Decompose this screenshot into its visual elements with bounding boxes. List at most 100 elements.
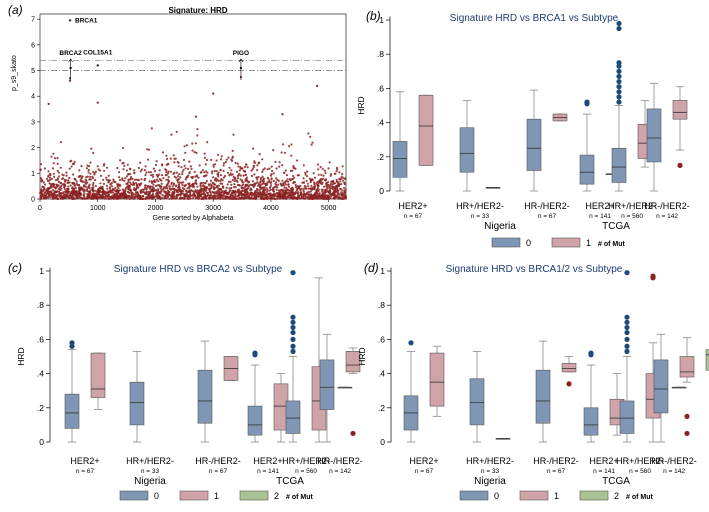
- data-point: [130, 183, 133, 186]
- data-point: [131, 177, 134, 180]
- data-point: [147, 158, 150, 161]
- data-point: [226, 196, 229, 199]
- data-point: [236, 188, 239, 192]
- x-tick-label: 4000: [263, 205, 279, 212]
- data-point: [337, 185, 341, 188]
- box-2: [705, 349, 709, 371]
- data-point: [74, 187, 77, 190]
- data-point: [241, 197, 244, 200]
- data-point: [165, 171, 168, 174]
- data-point: [262, 178, 265, 181]
- box: [345, 351, 361, 373]
- arrow-head: [68, 58, 73, 63]
- outlier-point: [290, 348, 296, 354]
- data-point: [215, 180, 218, 183]
- data-point: [260, 197, 263, 201]
- data-point: [340, 194, 343, 197]
- box-0: [319, 333, 335, 443]
- data-point: [214, 163, 217, 166]
- data-point: [105, 195, 108, 198]
- data-point: [278, 165, 281, 168]
- data-point: [266, 168, 269, 171]
- data-point: [322, 194, 325, 197]
- data-point: [102, 182, 105, 185]
- data-point: [282, 188, 285, 191]
- y-tick-label: 7: [31, 17, 35, 24]
- data-point: [99, 174, 103, 177]
- data-point: [323, 169, 326, 172]
- data-point: [201, 181, 205, 184]
- data-point: [190, 189, 193, 192]
- x-tick-label: 2000: [148, 205, 164, 212]
- data-point: [344, 188, 347, 191]
- data-point: [136, 192, 140, 195]
- data-point: [40, 178, 43, 181]
- data-point: [322, 177, 325, 180]
- data-point: [326, 194, 329, 197]
- data-point: [250, 197, 254, 200]
- data-point: [78, 169, 81, 172]
- data-point: [317, 173, 320, 176]
- data-point: [151, 197, 154, 200]
- data-point: [272, 190, 275, 193]
- data-point: [304, 173, 307, 176]
- data-point: [125, 175, 129, 178]
- data-point: [227, 193, 230, 196]
- outlier-point: [290, 324, 296, 331]
- outlier-point: [566, 381, 572, 387]
- data-point: [96, 196, 99, 199]
- data-point: [328, 197, 331, 200]
- data-point: [210, 196, 213, 199]
- data-point: [225, 158, 228, 161]
- data-point: [197, 176, 200, 179]
- data-point: [314, 194, 317, 197]
- data-point: [105, 178, 108, 181]
- data-point: [333, 172, 336, 175]
- y-tick-label: .4: [377, 118, 384, 128]
- data-point: [162, 177, 165, 180]
- data-point: [102, 196, 105, 199]
- data-point: [45, 196, 48, 199]
- data-point: [339, 197, 342, 200]
- data-point: [304, 195, 308, 199]
- data-point: [296, 159, 299, 162]
- data-point: [244, 173, 247, 176]
- data-point: [249, 191, 252, 194]
- box-0: [653, 333, 669, 443]
- data-point: [47, 102, 50, 106]
- data-point: [179, 197, 182, 200]
- data-point: [67, 196, 70, 199]
- data-point: [262, 168, 265, 171]
- data-point: [254, 191, 257, 194]
- data-point: [49, 178, 52, 181]
- data-point: [190, 184, 193, 187]
- data-point: [249, 187, 253, 190]
- data-point: [161, 196, 164, 200]
- chart-title: Signature HRD vs BRCA1 vs Subtype: [450, 13, 619, 24]
- data-point: [239, 178, 242, 181]
- data-point: [58, 190, 61, 193]
- outlier-point: [624, 314, 630, 320]
- data-point: [127, 181, 130, 184]
- data-point: [201, 197, 204, 200]
- data-point: [256, 178, 259, 181]
- data-point: [194, 115, 197, 118]
- outlier-point: [624, 343, 630, 349]
- data-point: [87, 171, 90, 174]
- data-point: [151, 190, 154, 193]
- box-0: [619, 270, 635, 443]
- box: [535, 369, 551, 424]
- box-1: [552, 113, 568, 122]
- data-point: [112, 197, 115, 200]
- box-0: [579, 99, 595, 192]
- data-point: [156, 184, 159, 187]
- y-tick-label: .6: [377, 83, 384, 93]
- data-point: [193, 151, 196, 154]
- data-point: [221, 189, 224, 192]
- data-point: [137, 194, 140, 197]
- data-point: [266, 188, 269, 191]
- data-point: [66, 179, 70, 182]
- data-point: [334, 194, 337, 197]
- data-point: [52, 197, 55, 200]
- outlier-point: [616, 73, 622, 80]
